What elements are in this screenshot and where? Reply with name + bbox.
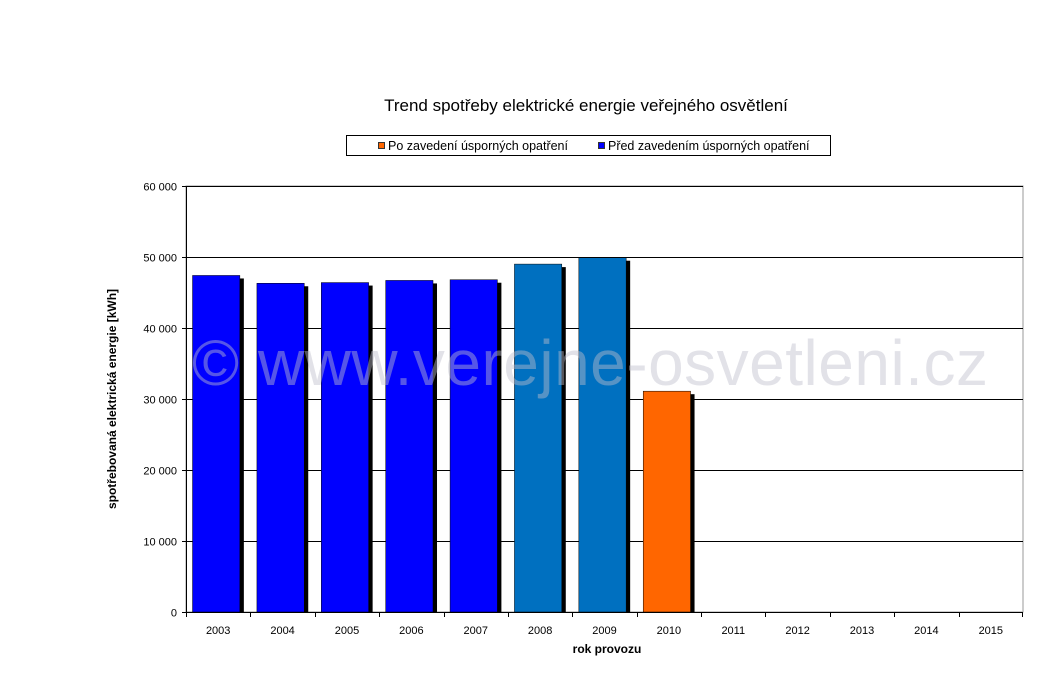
axes [182,186,1023,617]
x-tick-label: 2011 [721,625,745,637]
watermark: © www.verejne-osvetleni.cz [192,327,989,399]
chart-title: Trend spotřeby elektrické energie veřejn… [384,96,788,115]
legend: Po zavedení úsporných opatření Před zave… [346,135,831,156]
bar-2010 [642,390,691,613]
x-tick-label: 2004 [270,625,294,637]
legend-item-after: Po zavedení úsporných opatření [378,139,568,153]
y-axis-title: spotřebovaná elektrická energie [kWh] [105,289,119,509]
legend-item-before: Před zavedením úsporných opatření [597,138,810,153]
y-tick-label: 0 [171,608,177,620]
bar-2009 [578,257,627,613]
x-tick-label: 2009 [592,625,616,637]
x-tick-label: 2012 [785,625,809,637]
y-tick-label: 30 000 [143,395,177,407]
legend-swatch-before [597,142,605,149]
x-tick-label: 2003 [206,625,230,637]
x-tick-label: 2015 [979,625,1003,637]
legend-label-after: Po zavedení úsporných opatření [388,138,568,153]
y-tick-label: 50 000 [143,253,177,265]
x-tick-label: 2013 [850,625,874,637]
x-tick-label: 2005 [335,625,359,637]
y-tick-label: 40 000 [143,324,177,336]
bars [192,257,695,613]
x-tick-label: 2008 [528,625,552,637]
bar-2005 [321,282,369,613]
y-tick-label: 10 000 [143,537,177,549]
bar-2007 [449,279,498,613]
bar-2006 [385,280,434,613]
bar-2003 [192,275,241,613]
x-tick-label: 2014 [914,625,938,637]
y-tick-label: 20 000 [143,466,177,478]
legend-swatch-after [378,142,385,149]
y-tick-label: 60 000 [143,182,177,194]
x-tick-label: 2007 [463,625,487,637]
bar-2008 [514,263,563,613]
x-tick-label: 2006 [399,625,423,637]
x-axis-title: rok provozu [573,642,642,656]
legend-label-before: Před zavedením úsporných opatření [607,138,810,153]
x-tick-label: 2010 [657,625,681,637]
tick-labels: 0 10 000 20 000 30 000 40 000 50 000 60 000 200… [143,182,1003,638]
